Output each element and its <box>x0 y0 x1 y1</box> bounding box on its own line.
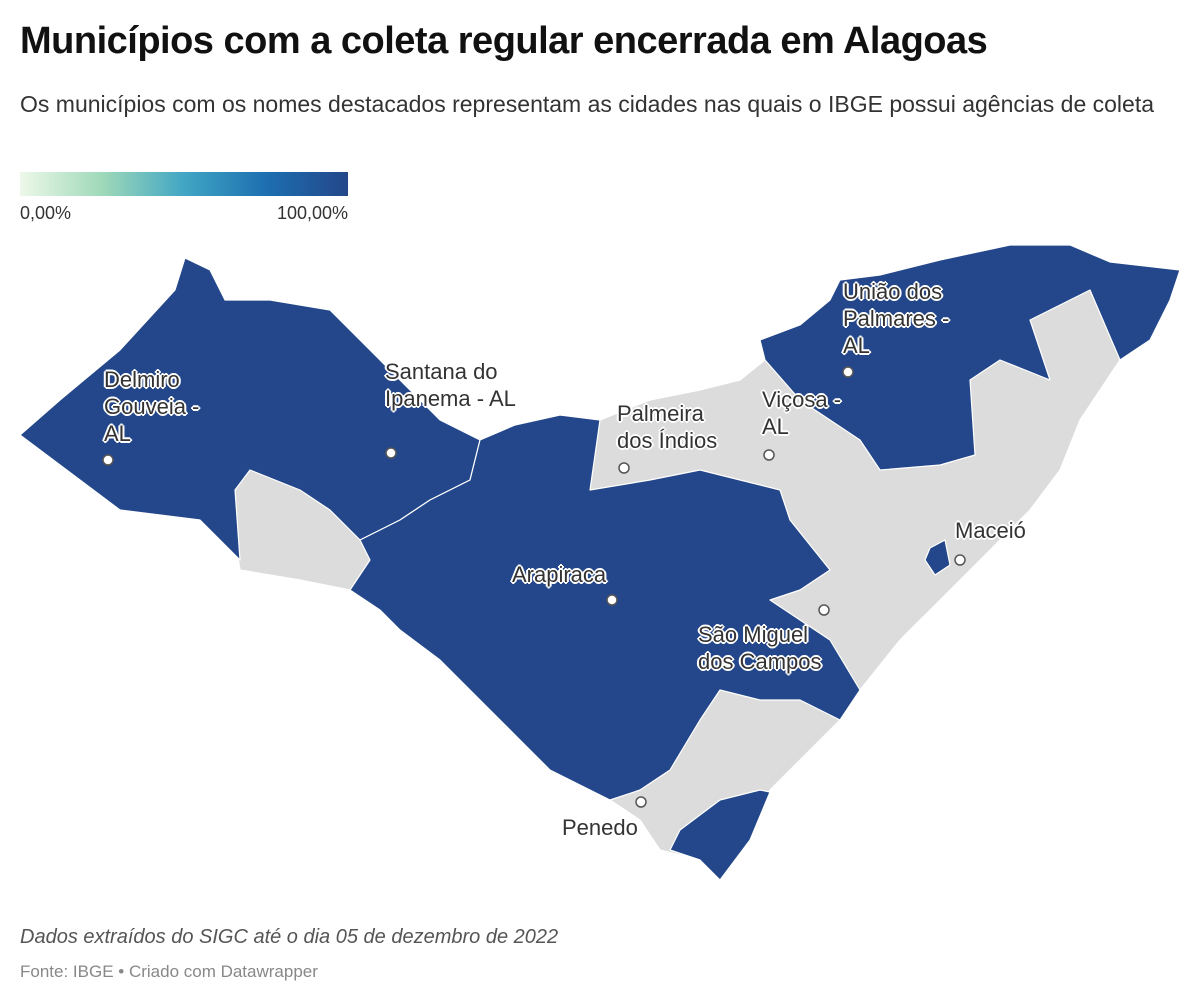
legend-min: 0,00% <box>20 203 72 223</box>
city-label: Penedo <box>562 815 638 840</box>
city-dot <box>635 796 647 808</box>
legend-max: 100,00% <box>276 203 348 223</box>
city-label: Maceió <box>955 518 1026 543</box>
city-label: São Miguel dos Campos <box>698 622 822 674</box>
city-dot <box>954 554 966 566</box>
city-dot <box>618 462 630 474</box>
region-center <box>349 414 861 801</box>
region-south <box>669 789 771 881</box>
city-dot <box>102 454 114 466</box>
city-label: Santana do Ipanema - AL <box>385 359 516 411</box>
city-dot <box>606 594 618 606</box>
city-label: Arapiraca <box>512 562 607 587</box>
city-label: Viçosa - AL <box>762 387 842 439</box>
city-label: União dos Palmares - AL <box>843 279 950 358</box>
city-dot <box>842 366 854 378</box>
note: Dados extraídos do SIGC até o dia 05 de … <box>20 926 559 948</box>
city-dot <box>385 447 397 459</box>
legend-gradient <box>20 172 348 196</box>
subtitle: Os municípios com os nomes destacados re… <box>20 91 1154 117</box>
region-maceio-area <box>924 539 951 576</box>
city-label: Palmeira dos Índios <box>617 401 718 453</box>
region-northeast <box>759 244 1181 471</box>
city-dot <box>818 604 830 616</box>
source: Fonte: IBGE • Criado com Datawrapper <box>20 962 318 981</box>
city-label: Delmiro Gouveia - AL <box>104 367 200 446</box>
city-dot <box>763 449 775 461</box>
title: Municípios com a coleta regular encerrad… <box>20 20 988 62</box>
